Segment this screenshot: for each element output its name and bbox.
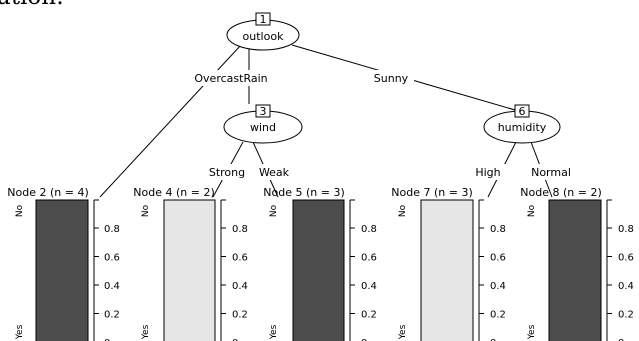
axis-tick-label: 0.2 (490, 310, 506, 321)
inner-node-1-label: outlook (243, 30, 285, 43)
axis-tick-label: 0.8 (361, 224, 377, 235)
edge-label-high: High (475, 166, 500, 179)
terminal-node-5-axis: 10.80.60.40.20 (349, 199, 377, 341)
terminal-node-8-yes-label: Yes (527, 324, 537, 340)
axis-tick-label: 0 (361, 338, 367, 341)
terminal-node-7: Node 7 (n = 3) No Yes 10.80.60.40.20 (391, 186, 506, 341)
edge-label-strong: Strong (209, 166, 245, 179)
inner-node-6-id: 6 (519, 105, 526, 118)
terminal-node-4-bar (163, 199, 216, 341)
terminal-node-2: Node 2 (n = 4) No Yes 10.80.60.40.20 (7, 186, 120, 341)
inner-node-6-label: humidity (498, 121, 547, 134)
heading-text: ution: (0, 0, 64, 10)
terminal-node-2-bar (35, 199, 89, 341)
terminal-node-7-yes-label: Yes (398, 324, 408, 340)
terminal-node-8: Node 8 (n = 2) No Yes 10.80.60.40.20 (520, 186, 634, 341)
terminal-node-8-bar (548, 199, 602, 341)
terminal-node-2-title: Node 2 (n = 4) (7, 186, 88, 199)
axis-tick-label: 0.2 (361, 310, 377, 321)
inner-node-6: 6 humidity (483, 104, 561, 144)
axis-tick-label: 0.6 (232, 253, 248, 264)
axis-tick-label: 0.8 (618, 224, 634, 235)
terminal-node-2-no-label: No (15, 204, 25, 217)
axis-tick-label: 0 (232, 338, 238, 341)
terminal-node-7-no-label: No (398, 204, 408, 217)
axis-tick-label: 0.6 (490, 253, 506, 264)
terminal-node-4-yes-label: Yes (141, 324, 151, 340)
axis-tick-label: 0.2 (232, 310, 248, 321)
axis-tick-label: 0.6 (361, 253, 377, 264)
axis-tick-label: 0 (490, 338, 496, 341)
terminal-node-5-no-label: No (269, 204, 279, 217)
inner-node-3-id: 3 (260, 105, 267, 118)
terminal-node-7-axis: 10.80.60.40.20 (478, 199, 506, 341)
terminal-node-4-axis: 10.80.60.40.20 (220, 199, 248, 341)
axis-tick-label: 0.4 (104, 281, 120, 292)
axis-tick-label: 0.4 (361, 281, 377, 292)
axis-tick-label: 0.6 (104, 253, 120, 264)
terminal-node-8-axis: 10.80.60.40.20 (606, 199, 634, 341)
inner-node-1: 1 outlook (226, 12, 300, 51)
terminal-node-5-title: Node 5 (n = 3) (263, 186, 344, 199)
axis-tick-label: 0.8 (104, 224, 120, 235)
terminal-node-2-yes-label: Yes (15, 324, 25, 340)
axis-tick-label: 0 (104, 338, 110, 341)
terminal-node-4: Node 4 (n = 2) No Yes 10.80.60.40.20 (133, 186, 248, 341)
axis-tick-label: 0.2 (618, 310, 634, 321)
terminal-node-4-no-label: No (141, 204, 151, 217)
axis-tick-label: 0.6 (618, 253, 634, 264)
axis-tick-label: 0.2 (104, 310, 120, 321)
inner-node-1-id: 1 (260, 13, 267, 26)
terminal-node-5-yes-label: Yes (269, 324, 279, 340)
terminal-node-2-axis: 10.80.60.40.20 (93, 199, 120, 341)
inner-node-3: 3 wind (223, 104, 303, 144)
axis-tick-label: 0.8 (490, 224, 506, 235)
axis-tick-label: 0.4 (490, 281, 506, 292)
terminal-node-5-bar (292, 199, 345, 341)
terminal-node-5: Node 5 (n = 3) No Yes 10.80.60.40.20 (263, 186, 377, 341)
terminal-node-7-title: Node 7 (n = 3) (391, 186, 472, 199)
edge-label-overcastrain: OvercastRain (194, 72, 267, 85)
terminal-node-8-no-label: No (527, 204, 537, 217)
edge-label-normal: Normal (531, 166, 571, 179)
axis-tick-label: 0.8 (232, 224, 248, 235)
terminal-node-8-title: Node 8 (n = 2) (520, 186, 601, 199)
axis-tick-label: 0.4 (232, 281, 248, 292)
axis-tick-label: 0 (618, 338, 624, 341)
edge-label-weak: Weak (259, 166, 290, 179)
edge-label-sunny: Sunny (374, 72, 409, 85)
terminal-node-7-bar (420, 199, 474, 341)
inner-node-3-label: wind (250, 121, 276, 134)
axis-tick-label: 0.4 (618, 281, 634, 292)
terminal-node-4-title: Node 4 (n = 2) (133, 186, 214, 199)
